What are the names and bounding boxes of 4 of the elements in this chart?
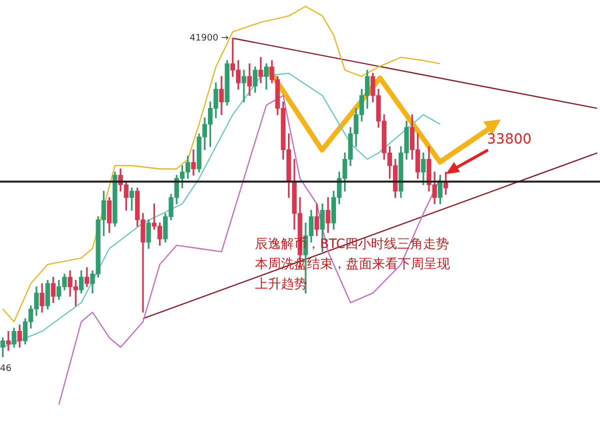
candlestick	[242, 70, 246, 102]
text: 46	[0, 364, 12, 374]
annotation: 33800	[487, 132, 532, 148]
annotation: 41900 →	[190, 34, 230, 44]
